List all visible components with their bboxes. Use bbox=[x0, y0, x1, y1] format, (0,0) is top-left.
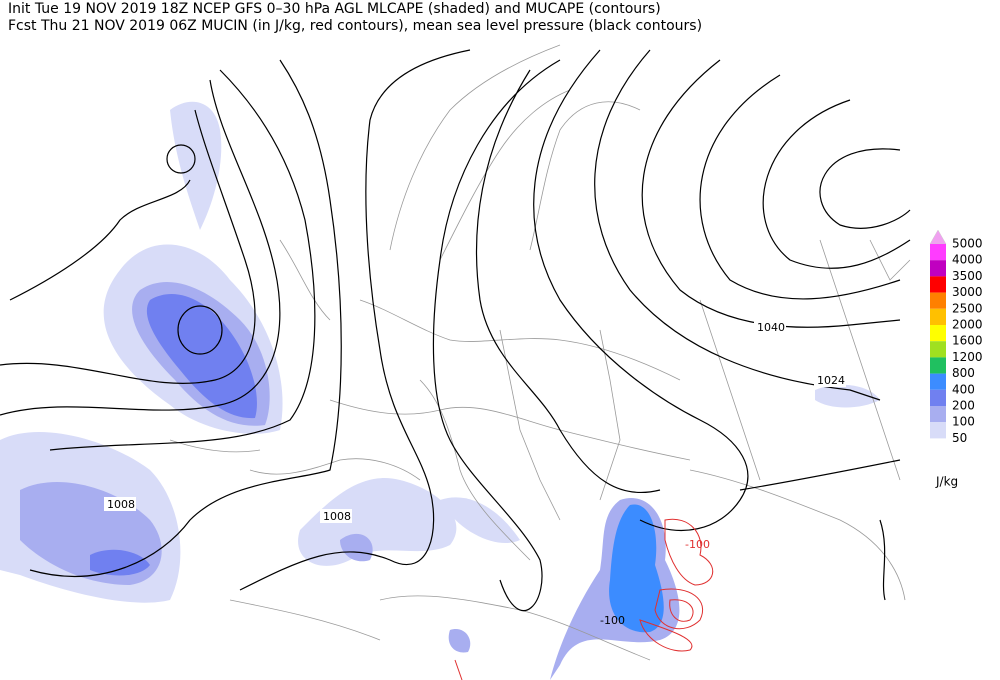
legend-swatch bbox=[930, 422, 946, 439]
legend-swatch bbox=[930, 389, 946, 406]
legend-swatch bbox=[930, 325, 946, 342]
header-line1: Init Tue 19 NOV 2019 18Z NCEP GFS 0–30 h… bbox=[8, 1, 661, 17]
isobar-label: 1040 bbox=[757, 321, 785, 334]
legend-unit: J/kg bbox=[935, 475, 958, 489]
legend-swatch bbox=[930, 276, 946, 293]
legend-label: 1600 bbox=[952, 334, 983, 348]
legend-swatch bbox=[930, 308, 946, 325]
mucin-label: -100 bbox=[685, 538, 710, 551]
legend-label: 400 bbox=[952, 382, 975, 396]
legend-label: 100 bbox=[952, 415, 975, 429]
isobars bbox=[0, 49, 911, 612]
contour-labels: 1040 1024 1008 1008 -100 -100 bbox=[104, 320, 846, 627]
header-line2: Fcst Thu 21 NOV 2019 06Z MUCIN (in J/kg,… bbox=[8, 18, 702, 34]
legend-swatch bbox=[930, 357, 946, 374]
legend-swatch bbox=[930, 341, 946, 358]
legend-label: 4000 bbox=[952, 253, 983, 267]
legend-label: 50 bbox=[952, 431, 967, 445]
legend-label: 1200 bbox=[952, 350, 983, 364]
legend-label: 200 bbox=[952, 399, 975, 413]
legend-label: 2000 bbox=[952, 318, 983, 332]
isobar-label: 1024 bbox=[817, 374, 845, 387]
legend-label: 3500 bbox=[952, 269, 983, 283]
legend: 5000 4000 3500 3000 2500 2000 1600 1200 800 400 20… bbox=[929, 229, 983, 445]
isobar-label: 1008 bbox=[107, 498, 135, 511]
legend-swatch bbox=[930, 406, 946, 423]
legend-label: 3000 bbox=[952, 285, 983, 299]
legend-label: 800 bbox=[952, 366, 975, 380]
legend-swatch bbox=[930, 373, 946, 390]
mucin-contours bbox=[454, 518, 713, 680]
legend-swatch bbox=[930, 244, 946, 261]
cape-shading bbox=[0, 101, 880, 680]
legend-swatch bbox=[930, 292, 946, 309]
legend-label: 5000 bbox=[952, 237, 983, 251]
legend-label: 2500 bbox=[952, 301, 983, 315]
legend-swatch bbox=[930, 260, 946, 277]
mucin-label: -100 bbox=[600, 614, 625, 627]
isobar-label: 1008 bbox=[323, 510, 351, 523]
